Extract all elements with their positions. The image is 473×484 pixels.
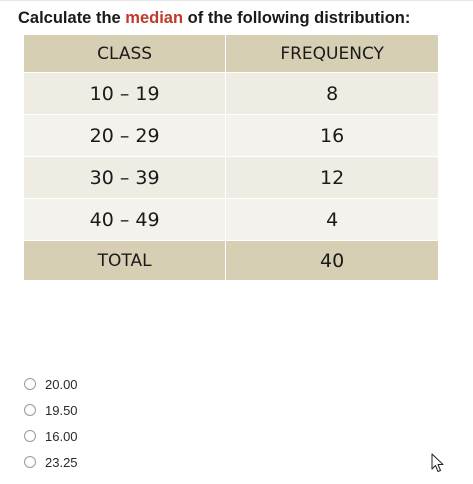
- answer-option-4[interactable]: 23.25: [24, 449, 78, 475]
- table-header-row: CLASS FREQUENCY: [22, 34, 439, 73]
- option-label: 16.00: [45, 428, 78, 444]
- question-text: Calculate the median of the following di…: [18, 9, 410, 28]
- question-highlight: median: [125, 9, 184, 27]
- answer-option-2[interactable]: 19.50: [24, 397, 78, 423]
- frequency-cell: 4: [225, 198, 439, 241]
- answer-option-3[interactable]: 16.00: [24, 423, 78, 449]
- table-total-row: TOTAL 40: [22, 240, 439, 281]
- class-cell: 20 – 29: [22, 114, 227, 157]
- table-row: 10 – 19 8: [22, 72, 439, 115]
- radio-button[interactable]: [24, 430, 36, 442]
- question-prefix: Calculate the: [18, 9, 126, 27]
- option-label: 20.00: [45, 376, 78, 392]
- frequency-cell: 12: [225, 156, 439, 199]
- header-frequency: FREQUENCY: [225, 34, 439, 73]
- table-row: 20 – 29 16: [22, 114, 439, 157]
- option-label: 23.25: [45, 454, 78, 470]
- radio-button[interactable]: [24, 404, 36, 416]
- table-row: 40 – 49 4: [22, 198, 439, 241]
- frequency-table: CLASS FREQUENCY 10 – 19 8 20 – 29 16 30 …: [22, 34, 439, 281]
- frequency-cell: 16: [225, 114, 439, 157]
- class-cell: 10 – 19: [22, 72, 227, 115]
- question-suffix: of the following distribution:: [183, 9, 411, 27]
- radio-button[interactable]: [24, 456, 36, 468]
- answer-options: 20.00 19.50 16.00 23.25: [24, 371, 78, 475]
- total-label: TOTAL: [22, 240, 227, 281]
- total-value: 40: [225, 240, 439, 281]
- header-class: CLASS: [22, 34, 227, 73]
- answer-option-1[interactable]: 20.00: [24, 371, 78, 397]
- mouse-pointer-icon: [431, 453, 444, 472]
- top-divider: [0, 0, 473, 1]
- option-label: 19.50: [45, 402, 78, 418]
- table-row: 30 – 39 12: [22, 156, 439, 199]
- class-cell: 40 – 49: [22, 198, 227, 241]
- class-cell: 30 – 39: [22, 156, 227, 199]
- frequency-cell: 8: [225, 72, 439, 115]
- radio-button[interactable]: [24, 378, 36, 390]
